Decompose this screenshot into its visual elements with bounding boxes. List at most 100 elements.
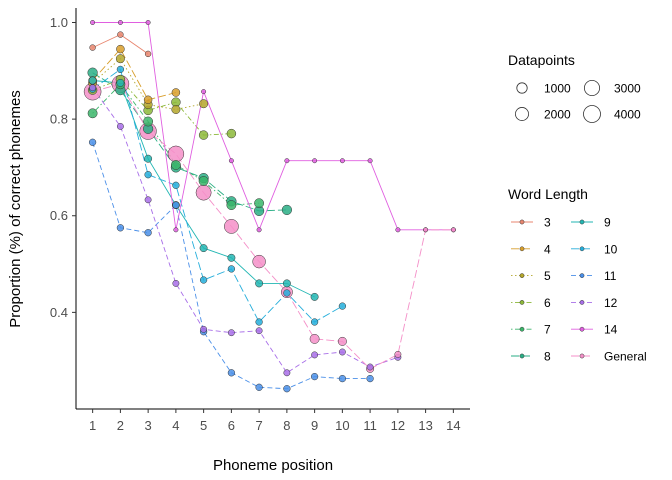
x-tick-label: 13 bbox=[418, 418, 432, 433]
data-point-14-12 bbox=[395, 227, 401, 233]
data-point-12-9 bbox=[311, 351, 319, 359]
data-point-14-9 bbox=[312, 158, 318, 164]
data-point-9-5 bbox=[199, 244, 208, 253]
x-tick-label: 2 bbox=[117, 418, 124, 433]
data-point-10-8 bbox=[283, 289, 291, 297]
legend-key-point-11 bbox=[579, 273, 585, 278]
legend-label-7: 7 bbox=[544, 323, 551, 337]
data-point-9-3 bbox=[144, 154, 153, 163]
data-point-9-9 bbox=[310, 292, 319, 301]
data-point-11-3 bbox=[144, 229, 152, 237]
data-point-10-10 bbox=[338, 302, 347, 310]
x-tick-label: 6 bbox=[228, 418, 235, 433]
series-line-6 bbox=[92, 78, 232, 136]
legend-label-3: 3 bbox=[544, 216, 551, 230]
data-point-5-5 bbox=[199, 99, 209, 109]
data-point-12-4 bbox=[172, 279, 180, 287]
data-point-14-10 bbox=[339, 158, 345, 164]
data-point-14-1 bbox=[90, 20, 96, 25]
x-tick-label: 14 bbox=[446, 418, 460, 433]
data-point-General-9 bbox=[309, 333, 320, 344]
x-tick-label: 7 bbox=[256, 418, 263, 433]
data-point-11-4 bbox=[172, 201, 180, 209]
size-legend-title: Datapoints bbox=[508, 52, 575, 68]
x-tick-label: 1 bbox=[89, 418, 96, 433]
legend-label-9: 9 bbox=[604, 216, 611, 230]
data-point-11-8 bbox=[283, 385, 291, 393]
size-legend-key bbox=[516, 82, 528, 94]
data-point-12-8 bbox=[283, 369, 291, 377]
data-point-10-5 bbox=[199, 276, 208, 284]
data-point-11-7 bbox=[255, 383, 263, 391]
data-point-11-1 bbox=[88, 138, 97, 146]
y-ticks: 0.4 0.6 0.8 1.0 bbox=[50, 15, 76, 320]
data-point-14-5 bbox=[201, 89, 207, 95]
data-point-14-8 bbox=[284, 158, 290, 164]
y-tick-label: 1.0 bbox=[50, 15, 68, 30]
legend-key-point-9 bbox=[579, 219, 585, 225]
data-point-14-6 bbox=[228, 158, 234, 164]
data-point-10-2 bbox=[116, 65, 125, 74]
data-point-10-4 bbox=[172, 181, 180, 189]
data-point-General-12 bbox=[394, 350, 402, 358]
y-tick-label: 0.8 bbox=[50, 112, 68, 127]
data-point-11-10 bbox=[338, 374, 347, 383]
legend-key-point-6 bbox=[519, 300, 525, 305]
data-point-12-11 bbox=[366, 363, 374, 371]
legend-label-5: 5 bbox=[544, 269, 551, 283]
data-point-General-14 bbox=[450, 227, 456, 233]
x-tick-label: 4 bbox=[172, 418, 179, 433]
legend-key-point-4 bbox=[519, 246, 525, 252]
data-point-11-6 bbox=[227, 369, 236, 377]
data-point-5-2 bbox=[115, 54, 125, 64]
data-point-11-9 bbox=[310, 372, 319, 381]
data-point-7-6 bbox=[226, 200, 237, 211]
data-point-General-6 bbox=[224, 219, 239, 234]
data-point-14-11 bbox=[367, 158, 373, 164]
data-point-General-4 bbox=[167, 145, 185, 163]
data-point-12-5 bbox=[200, 325, 208, 333]
data-point-6-5 bbox=[198, 130, 209, 140]
x-tick-label: 3 bbox=[145, 418, 152, 433]
legend-key-point-General bbox=[579, 353, 585, 359]
data-point-9-2 bbox=[116, 78, 125, 87]
legend-key-point-14 bbox=[579, 326, 585, 332]
y-tick-label: 0.6 bbox=[50, 208, 68, 223]
size-legend-label: 4000 bbox=[614, 108, 641, 122]
series-line-14 bbox=[92, 22, 454, 232]
data-point-7-5 bbox=[198, 176, 209, 186]
data-point-12-3 bbox=[144, 196, 152, 204]
data-point-7-3 bbox=[143, 116, 154, 127]
x-tick-label: 8 bbox=[283, 418, 290, 433]
data-point-6-6 bbox=[226, 128, 237, 139]
x-tick-label: 10 bbox=[335, 418, 349, 433]
x-tick-label: 12 bbox=[391, 418, 405, 433]
data-point-14-2 bbox=[117, 20, 123, 25]
data-point-8-8 bbox=[281, 204, 292, 215]
legend-label-6: 6 bbox=[544, 296, 551, 310]
y-axis-title: Proportion (%) of correct phonemes bbox=[7, 90, 24, 328]
data-point-General-5 bbox=[195, 184, 212, 201]
data-point-8-1 bbox=[87, 67, 98, 78]
data-point-4-4 bbox=[171, 88, 181, 97]
data-point-5-4 bbox=[171, 105, 181, 114]
data-point-10-6 bbox=[227, 265, 236, 273]
series-line-12 bbox=[92, 87, 399, 374]
data-point-11-11 bbox=[366, 374, 374, 383]
data-point-3-2 bbox=[117, 31, 124, 38]
data-point-9-8 bbox=[282, 279, 291, 288]
data-point-12-6 bbox=[227, 329, 235, 337]
data-point-10-3 bbox=[144, 171, 152, 179]
data-point-7-4 bbox=[170, 160, 181, 170]
data-point-9-6 bbox=[227, 253, 236, 262]
series-lines bbox=[92, 22, 454, 390]
data-point-12-10 bbox=[338, 348, 346, 356]
data-point-General-10 bbox=[337, 336, 347, 346]
data-point-12-2 bbox=[116, 122, 124, 130]
legend-key-point-12 bbox=[579, 300, 585, 305]
legend-key-point-8 bbox=[519, 353, 525, 359]
color-legend: Word Length 3 4 5 6 7 8 9 10 11 12 14 General bbox=[508, 186, 647, 364]
data-point-10-9 bbox=[310, 318, 319, 326]
series-points bbox=[83, 20, 456, 393]
